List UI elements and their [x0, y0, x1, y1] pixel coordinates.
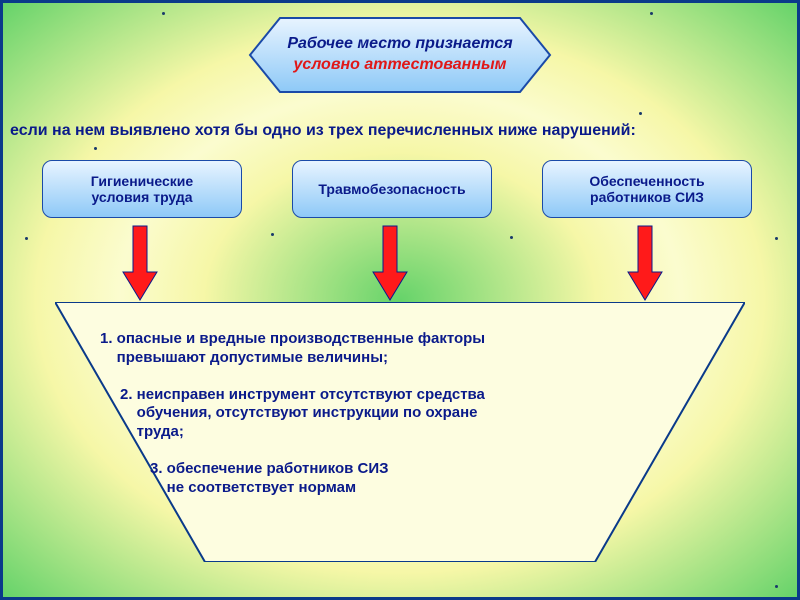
dot [25, 237, 28, 240]
dot [775, 585, 778, 588]
hexagon-title: Рабочее место признается условно аттесто… [250, 18, 550, 92]
condition-box-2: Обеспеченностьработников СИЗ [542, 160, 752, 218]
list-item-1: 2. неисправен инструмент отсутствуют сре… [120, 386, 660, 442]
list-item-0: 1. опасные и вредные производственные фа… [100, 330, 660, 368]
diagram-stage: Рабочее место признается условно аттесто… [0, 0, 800, 600]
subtitle-text: если на нем выявлено хотя бы одно из тре… [10, 122, 790, 140]
condition-box-1: Травмобезопасность [292, 160, 492, 218]
list-item-2: 3. обеспечение работников СИЗ не соответ… [150, 460, 660, 498]
condition-box-0: Гигиеническиеусловия труда [42, 160, 242, 218]
dot [639, 112, 642, 115]
violation-list: 1. опасные и вредные производственные фа… [100, 330, 660, 515]
dot [510, 236, 513, 239]
hexagon-line2: условно аттестованным [294, 55, 507, 76]
hexagon-line1: Рабочее место признается [287, 34, 512, 55]
dot [650, 12, 653, 15]
dot [162, 12, 165, 15]
dot [775, 237, 778, 240]
dot [271, 233, 274, 236]
dot [94, 147, 97, 150]
